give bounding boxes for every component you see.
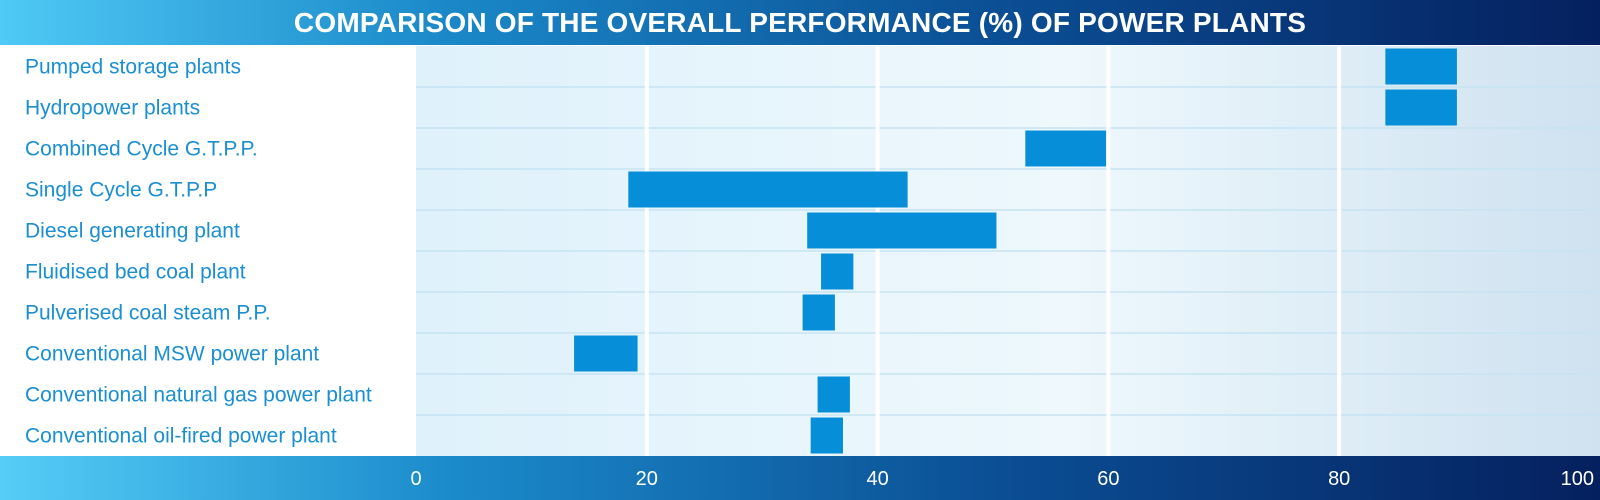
bar-4 — [807, 212, 997, 249]
title-bar: COMPARISON OF THE OVERALL PERFORMANCE (%… — [0, 0, 1600, 45]
x-tick-label-40: 40 — [866, 468, 888, 490]
tick-labels: 0 20 40 60 80 100 — [410, 468, 1594, 490]
bar-2 — [1025, 130, 1107, 167]
bar-7 — [574, 335, 638, 372]
x-tick-label-80: 80 — [1328, 468, 1350, 490]
row-lines — [416, 86, 1600, 416]
category-label-2: Combined Cycle G.T.P.P. — [25, 138, 258, 161]
category-label-0: Pumped storage plants — [25, 56, 241, 79]
category-label-9: Conventional oil-fired power plant — [25, 425, 337, 448]
category-label-3: Single Cycle G.T.P.P — [25, 179, 217, 202]
category-label-7: Conventional MSW power plant — [25, 343, 319, 366]
category-label-1: Hydropower plants — [25, 97, 200, 120]
bar-1 — [1385, 89, 1457, 126]
category-label-6: Pulverised coal steam P.P. — [25, 302, 271, 325]
bar-8 — [817, 376, 850, 413]
grid-lines — [644, 46, 1342, 456]
category-labels: Pumped storage plants Hydropower plants Co… — [25, 56, 372, 448]
x-tick-label-20: 20 — [636, 468, 658, 490]
x-tick-label-60: 60 — [1097, 468, 1119, 490]
bars — [574, 48, 1457, 454]
bar-6 — [802, 294, 835, 331]
bar-5 — [821, 253, 854, 290]
bar-9 — [810, 417, 843, 454]
category-label-8: Conventional natural gas power plant — [25, 384, 372, 407]
bar-3 — [628, 171, 908, 208]
x-axis-band — [0, 456, 1600, 500]
category-label-5: Fluidised bed coal plant — [25, 261, 246, 284]
x-tick-label-100: 100 — [1561, 468, 1594, 490]
x-tick-label-0: 0 — [410, 468, 421, 490]
chart-title: COMPARISON OF THE OVERALL PERFORMANCE (%… — [293, 6, 1307, 38]
bar-0 — [1385, 48, 1457, 85]
category-label-4: Diesel generating plant — [25, 220, 240, 243]
